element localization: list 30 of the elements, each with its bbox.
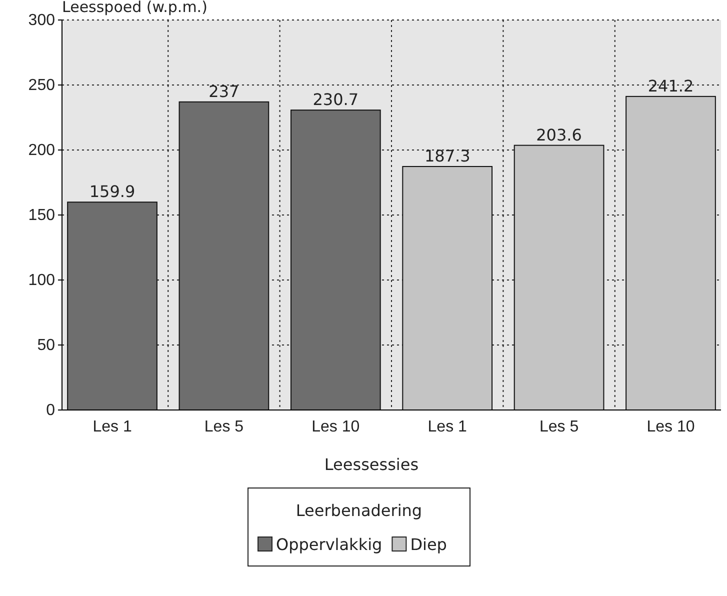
data-label: 230.7 xyxy=(312,90,359,110)
y-tick-label: 100 xyxy=(28,272,56,290)
x-tick-label: Les 1 xyxy=(428,418,468,436)
legend-title: Leerbenadering xyxy=(296,501,422,520)
y-tick-label: 200 xyxy=(28,142,56,160)
bar xyxy=(626,96,716,410)
data-label: 203.6 xyxy=(536,125,582,144)
bar xyxy=(67,202,158,410)
legend-label: Oppervlakkig xyxy=(276,535,382,554)
x-tick-label: Les 10 xyxy=(312,418,360,436)
data-label: 159.9 xyxy=(89,182,136,202)
y-tick-label: 0 xyxy=(46,402,56,420)
x-axis-title: Leessessies xyxy=(324,455,419,474)
y-tick-label: 150 xyxy=(28,207,56,224)
y-tick-label: 300 xyxy=(28,12,56,30)
bar xyxy=(514,144,604,410)
x-tick-label: Les 10 xyxy=(646,418,695,436)
x-tick-label: Les 1 xyxy=(92,418,132,436)
bar xyxy=(290,110,381,410)
data-label: 237 xyxy=(208,82,240,101)
bar xyxy=(178,101,270,410)
data-label: 241.2 xyxy=(648,76,694,96)
y-axis-title: Leesspoed (w.p.m.) xyxy=(62,0,208,16)
x-tick-label: Les 5 xyxy=(204,418,244,436)
bar xyxy=(402,166,493,410)
y-tick-label: 250 xyxy=(28,77,56,94)
y-tick-label: 50 xyxy=(37,337,56,354)
legend-label: Diep xyxy=(410,535,447,554)
data-label: 187.3 xyxy=(424,146,470,166)
x-tick-label: Les 5 xyxy=(539,418,579,436)
